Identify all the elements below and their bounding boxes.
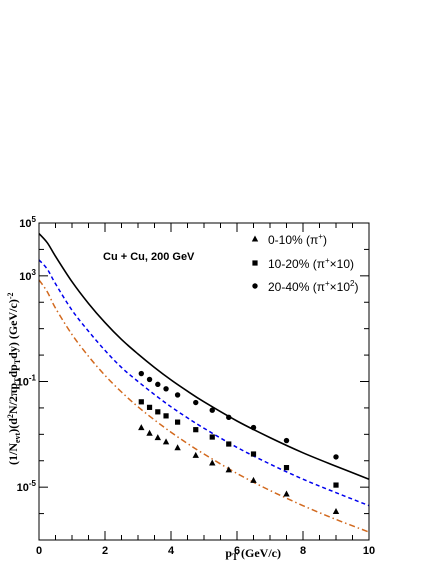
data-point-0-8 bbox=[250, 476, 257, 483]
data-points-layer bbox=[138, 370, 340, 514]
y-axis-label: (1/Nevt)(d2N/2πpTdpTdy) (GeV/c)-2 bbox=[6, 292, 22, 465]
data-point-2-0 bbox=[138, 370, 144, 377]
data-point-1-10 bbox=[333, 482, 339, 488]
x-tick-label: 4 bbox=[168, 545, 175, 557]
data-point-0-0 bbox=[138, 424, 145, 431]
data-point-1-9 bbox=[283, 465, 290, 471]
data-point-1-8 bbox=[250, 451, 257, 457]
data-point-1-1 bbox=[146, 404, 153, 410]
x-tick-label: 2 bbox=[102, 545, 108, 557]
x-tick-label: 0 bbox=[36, 545, 42, 557]
legend: 0-10% (π+) 10-20% (π+×10) 20-40% (π+×102) bbox=[251, 232, 358, 294]
data-point-2-4 bbox=[174, 392, 181, 398]
x-axis-label: pT (GeV/c) bbox=[225, 546, 281, 562]
data-point-2-5 bbox=[193, 399, 199, 406]
x-axis: 0 2 4 6 8 10 bbox=[36, 223, 375, 557]
data-point-2-7 bbox=[226, 414, 232, 421]
fit-curves-layer bbox=[38, 232, 370, 533]
x-tick-label: 10 bbox=[363, 545, 375, 557]
data-point-0-3 bbox=[162, 438, 170, 445]
y-tick-label: 10-5 bbox=[17, 479, 37, 494]
data-point-0-4 bbox=[174, 444, 181, 451]
legend-label-0: 0-10% (π+) bbox=[268, 232, 327, 247]
data-point-0-5 bbox=[192, 451, 199, 458]
data-point-1-4 bbox=[175, 419, 181, 425]
legend-marker-1 bbox=[252, 260, 258, 266]
data-point-0-10 bbox=[332, 507, 340, 514]
y-tick-label: 103 bbox=[19, 268, 36, 283]
x-tick-label: 6 bbox=[234, 545, 240, 557]
fit-curve-0 bbox=[38, 279, 370, 533]
data-point-0-1 bbox=[146, 429, 153, 436]
x-tick-label: 8 bbox=[300, 545, 306, 557]
data-point-1-6 bbox=[209, 434, 215, 440]
data-point-2-8 bbox=[250, 424, 257, 431]
fit-curve-2 bbox=[38, 232, 370, 480]
fit-curve-1 bbox=[38, 259, 370, 507]
data-point-0-7 bbox=[225, 466, 232, 473]
data-point-2-9 bbox=[283, 437, 290, 444]
y-axis: 105 103 10-1 10-5 bbox=[17, 215, 369, 541]
annotation-text: Cu + Cu, 200 GeV bbox=[103, 251, 195, 263]
data-point-1-7 bbox=[226, 441, 232, 447]
data-point-1-2 bbox=[155, 409, 161, 415]
y-tick-label: 105 bbox=[19, 215, 36, 230]
data-point-1-0 bbox=[138, 399, 144, 405]
legend-label-1: 10-20% (π+×10) bbox=[268, 256, 354, 271]
data-point-2-3 bbox=[163, 386, 169, 392]
data-point-0-2 bbox=[154, 434, 161, 441]
legend-marker-0 bbox=[251, 235, 259, 242]
data-point-0-9 bbox=[283, 490, 290, 497]
data-point-2-1 bbox=[146, 376, 153, 383]
data-point-2-2 bbox=[155, 381, 161, 388]
data-point-2-6 bbox=[209, 407, 215, 413]
data-point-1-3 bbox=[163, 413, 169, 419]
data-point-2-10 bbox=[333, 454, 339, 460]
y-tick-label: 10-1 bbox=[17, 374, 37, 389]
legend-marker-2 bbox=[252, 283, 258, 289]
data-point-1-5 bbox=[193, 427, 199, 433]
data-point-0-6 bbox=[209, 459, 216, 466]
legend-label-2: 20-40% (π+×102) bbox=[268, 279, 358, 294]
